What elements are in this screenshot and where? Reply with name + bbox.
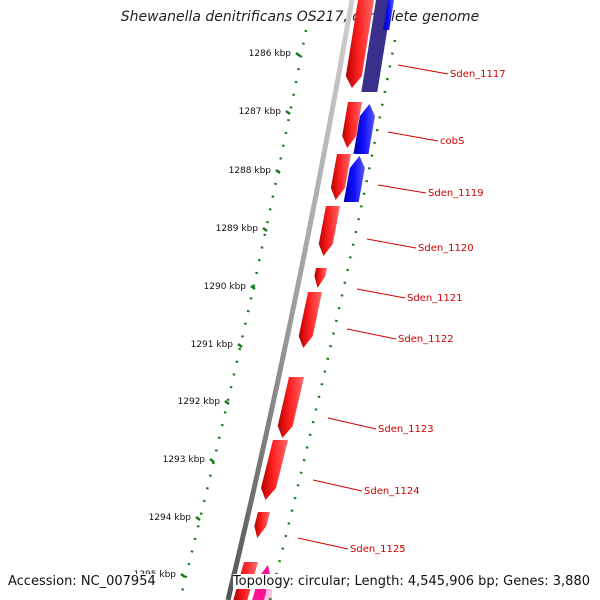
gene-reverse-2 [343, 156, 365, 202]
gene-reverse-edge [383, 0, 394, 30]
gene-label-leader [377, 184, 427, 194]
ruler-tick [180, 573, 186, 578]
ruler-tick [295, 52, 301, 57]
gene-label: Sden_1125 [350, 544, 406, 555]
gene-sden-1123 [277, 377, 304, 438]
gene-sden-1122 [298, 292, 322, 348]
ruler-tick [285, 110, 291, 115]
ruler-tick-label: 1288 kbp [229, 166, 272, 176]
ruler-dotted-arc [178, 29, 308, 600]
gene-sden-1117 [345, 0, 374, 88]
gene-reverse-dark [361, 0, 392, 92]
gene-label: Sden_1122 [398, 334, 454, 345]
genome-backbone [225, 0, 355, 600]
gene-label: Sden_1124 [364, 486, 420, 497]
ruler-tick-label: 1287 kbp [239, 107, 282, 117]
gene-label-leader [356, 288, 406, 299]
gene-magenta-highlight [266, 578, 272, 600]
gene-label: Sden_1121 [407, 293, 463, 304]
gene-cobs [342, 102, 362, 148]
ruler-tick-label: 1291 kbp [191, 340, 234, 350]
ruler-tick-label: 1286 kbp [249, 49, 292, 59]
gene-sden-1119 [330, 154, 351, 200]
gene-sden-1125 [254, 512, 270, 538]
ruler-tick-label: 1292 kbp [178, 397, 221, 407]
gene-label: Sden_1123 [378, 424, 434, 435]
gene-sden-1120 [318, 206, 340, 256]
backbone-arc [225, 0, 355, 600]
gene-label-leader [327, 417, 377, 430]
gene-labels: Sden_1117 cobS Sden_1119 Sden_1120 Sden_1121… [297, 64, 506, 555]
gene-track [233, 0, 397, 600]
ruler-tick [262, 227, 268, 232]
topology-text: Topology: circular; Length: 4,545,906 bp… [232, 574, 590, 589]
ruler-tick [237, 343, 243, 348]
ruler-tick-label: 1293 kbp [163, 455, 206, 465]
gene-label: Sden_1117 [450, 69, 506, 80]
gene-label-leader [297, 537, 349, 550]
ruler-tick-label: 1294 kbp [149, 513, 192, 523]
gene-label-leader [397, 64, 449, 75]
ruler-tick [195, 516, 201, 521]
gene-label-leader [366, 238, 417, 249]
ruler-tick [250, 285, 256, 290]
gene-label: Sden_1119 [428, 188, 484, 199]
ruler-tick-label: 1290 kbp [204, 282, 247, 292]
ruler-tick-label: 1289 kbp [216, 224, 259, 234]
gene-label-leader [346, 328, 397, 340]
gene-reverse-1 [353, 104, 375, 154]
position-ruler: 1286 kbp 1287 kbp 1288 kbp 1289 kbp 1290 kbp… [134, 29, 308, 600]
gene-label: Sden_1120 [418, 243, 474, 254]
gene-sden-1124 [261, 440, 288, 500]
accession-text: Accession: NC_007954 [8, 574, 156, 589]
gene-label: cobS [440, 136, 464, 147]
gene-label-leader [312, 479, 363, 492]
ruler-tick [209, 458, 215, 463]
gene-sden-1121 [314, 268, 327, 288]
ruler-tick [224, 400, 230, 405]
ruler-tick [275, 169, 281, 174]
gene-label-leader [387, 131, 439, 142]
